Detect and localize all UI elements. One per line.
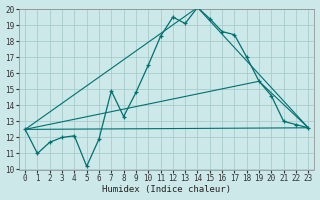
X-axis label: Humidex (Indice chaleur): Humidex (Indice chaleur) [102,185,231,194]
